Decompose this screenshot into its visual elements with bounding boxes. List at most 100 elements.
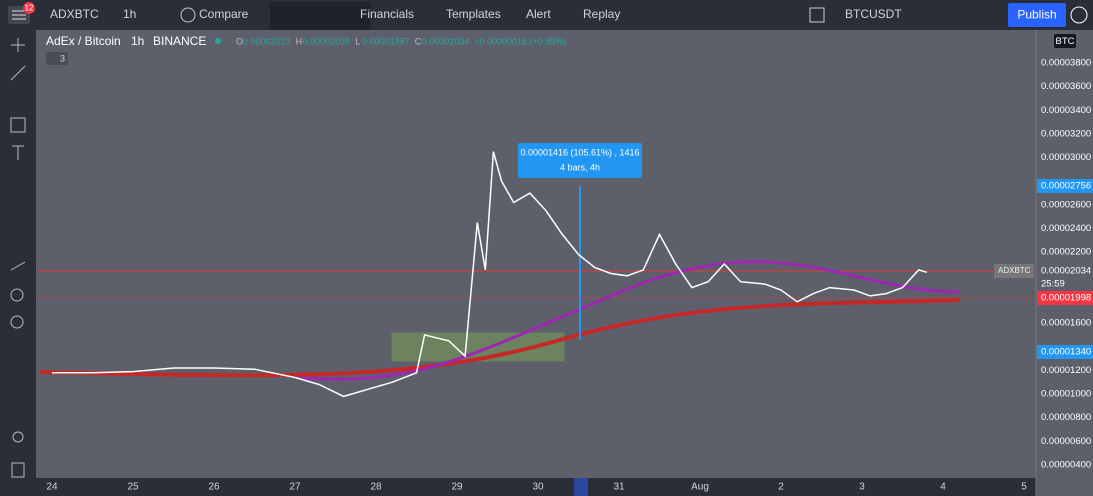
ohlc-label: L [355,36,360,46]
measure-bars: 4 bars, 4h [560,162,600,172]
rect-tool[interactable] [10,117,26,133]
price-tick-label: 0.00003000 [1041,152,1091,163]
symbol-tag: ADXBTC [998,266,1031,275]
compare-icon [180,7,196,23]
trash-tool[interactable] [11,462,25,478]
ohlc-value: 0.00001987 [362,36,410,46]
eye-tool[interactable] [12,431,24,443]
publish-bg[interactable] [1008,3,1066,27]
time-axis-bg [36,478,1036,496]
price-axis: 0.00003800 0.00003600 0.00003400 0.00003200… [994,58,1093,471]
price-line [52,151,928,398]
price-tick-label: 0.00001600 [1041,318,1091,329]
ruler-tool[interactable] [10,261,26,271]
ohlc-value: 0.00002034 [422,36,470,46]
ohlc-label: H [296,36,303,46]
price-series [52,151,928,398]
legend-exchange: BINANCE [153,34,206,48]
price-marker: 0.00001340 [1041,347,1091,358]
price-marker: 0.00002034 [1041,266,1091,277]
ohlc-label: C [415,36,422,46]
time-tick-label: 30 [532,482,544,493]
measure-text: 0.00001416 (105.61%) , 1416 [520,147,639,157]
time-tick-label: Aug [691,482,709,493]
ohlc-value: +0.00000018 (+0.89%) [474,36,566,46]
menu-icon [12,10,26,20]
indicators-count: 3 [60,53,65,63]
time-tick-label: 2 [778,482,784,493]
time-tick-label: 28 [370,482,382,493]
zoom-in-tool[interactable] [10,288,24,302]
status-dot [215,38,221,44]
measure-tooltip [518,143,642,178]
drawing-tools [10,38,26,478]
price-marker-bg [1037,345,1093,359]
price-marker-bg [1037,277,1093,291]
price-marker-bg [1037,179,1093,193]
compare-symbol[interactable]: BTCUSDT [845,7,902,21]
currency-box [1054,34,1076,48]
trendline-tool[interactable] [10,65,26,81]
time-tick-label: 27 [289,482,301,493]
price-marker-bg [1037,291,1093,305]
symbol-button[interactable]: ADXBTC [50,7,99,21]
time-tick-label: 3 [859,482,865,493]
price-tick-label: 0.00002400 [1041,223,1091,234]
templates-button[interactable]: Templates [446,7,501,21]
price-tick-label: 0.00003800 [1041,58,1091,69]
badge: 12 [25,4,34,13]
price-marker: 0.00002756 [1041,181,1091,192]
replay-button[interactable]: Replay [583,7,620,21]
legend-interval: 1h [131,34,144,48]
ohlc-label: O [236,36,243,46]
moving-average [39,298,961,378]
ohlc-value: 0.00002023 [243,36,291,46]
price-tick-label: 0.00000400 [1041,460,1091,471]
ohlc-value: 0.00002039 [303,36,351,46]
fullscreen-button[interactable] [1070,6,1088,24]
legend-title: AdEx / Bitcoin [46,34,121,48]
time-tick-label: 24 [46,482,58,493]
time-tick-label: 26 [208,482,220,493]
financials-button[interactable]: Financials [360,7,414,21]
indicators-toggle[interactable] [46,52,68,65]
price-marker: 25:59 [1041,279,1065,290]
measure-time-range [574,478,588,496]
price-tick-label: 0.00002200 [1041,247,1091,258]
price-tick-label: 0.00003400 [1041,105,1091,116]
badge-bg [23,2,35,14]
price-tick-label: 0.00000600 [1041,436,1091,447]
price-tick-label: 0.00000800 [1041,412,1091,423]
price-tick-label: 0.00001000 [1041,389,1091,400]
time-axis: 24 25 26 27 28 29 30 31 Aug 2 3 4 5 [46,482,1027,493]
crosshair-tool[interactable] [11,38,25,52]
text-tool[interactable] [12,145,24,160]
price-tick-label: 0.00003200 [1041,128,1091,139]
publish-button[interactable]: Publish [1017,8,1056,22]
price-tick-label: 0.00002600 [1041,199,1091,210]
zoom-out-tool[interactable] [10,315,24,329]
price-marker: 0.00001998 [1041,293,1091,304]
time-tick-label: 31 [613,482,625,493]
alert-button[interactable]: Alert [526,7,551,21]
indicator-group [270,2,370,30]
price-axis-bg [1036,30,1093,496]
compare-button[interactable]: Compare [199,7,249,21]
moving-average-2 [299,260,961,381]
price-tick-label: 0.00003600 [1041,81,1091,92]
currency: BTC [1056,36,1075,47]
price-marker-bg [1037,264,1093,278]
layout-icon[interactable] [809,7,825,23]
time-tick-label: 5 [1021,482,1027,493]
time-tick-label: 25 [127,482,139,493]
price-tick-label: 0.00001200 [1041,365,1091,376]
left-toolbar [0,30,36,496]
top-toolbar [0,0,1093,30]
time-tick-label: 29 [451,482,463,493]
interval-button[interactable]: 1h [123,7,136,21]
time-tick-label: 4 [940,482,946,493]
symbol-tag-bg [994,264,1034,278]
